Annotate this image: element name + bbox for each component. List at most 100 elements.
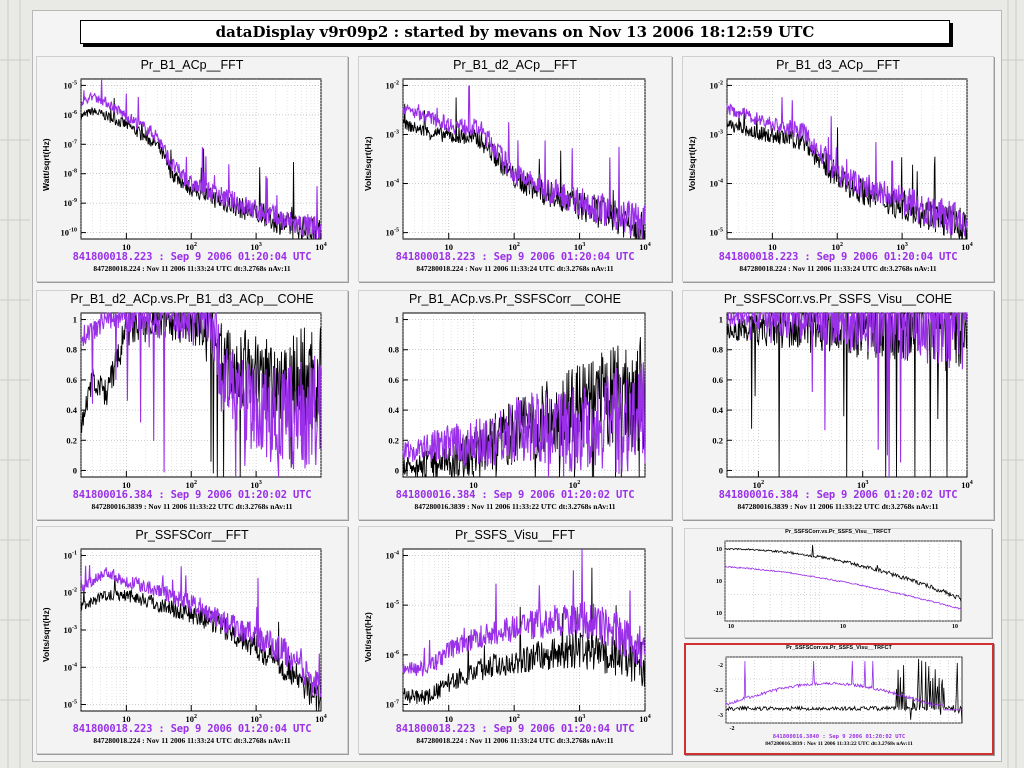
y-tick-label: 0.2 (66, 435, 77, 445)
x-tick-label: 104 (639, 714, 651, 724)
y-tick-label: 10-2 (386, 80, 400, 90)
legend-current: 841800018.223 : Sep 9 2006 01:20:04 UTC (395, 723, 635, 735)
y-tick-label: 10-10 (61, 228, 78, 238)
plot-panel-p7[interactable]: Pr_SSFSCorr__FFT 10-1 10-2 10-3 10-4 10-5 10 10… (36, 526, 348, 754)
x-tick-label: 103 (574, 714, 586, 724)
x-tick-label: 102 (753, 480, 765, 490)
plot-title: Pr_B1_ACp.vs.Pr_SSFSCorr__COHE (409, 292, 621, 306)
small-plot-title: Pr_SSFSCorr.vs.Pr_SSFS_Visu__TRFCT (785, 529, 891, 535)
x-tick-label: 104 (315, 714, 327, 724)
y-tick-label: 0.4 (388, 405, 399, 415)
legend-current: 841800016.384 : Sep 9 2006 01:20:02 UTC (72, 489, 312, 501)
y-tick-label: 10-4 (386, 550, 400, 560)
small-x-tick: 10 (728, 624, 734, 630)
plot-canvas: 1 0.8 0.6 0.4 0.2 0 10 102 103 (66, 310, 322, 490)
x-tick-label: 104 (315, 242, 327, 252)
small-legend-current: 841800016.3840 : Sep 9 2006 01:20:02 UTC (773, 734, 905, 740)
legend-reference: 847280018.224 : Nov 11 2006 11:33:24 UTC… (93, 264, 291, 273)
x-tick-label: 102 (831, 242, 843, 252)
legend-reference: 847280018.224 : Nov 11 2006 11:33:24 UTC… (416, 264, 614, 273)
legend-current: 841800018.223 : Sep 9 2006 01:20:04 UTC (718, 251, 958, 263)
small-series-current (724, 565, 962, 610)
plot-panel-p2[interactable]: Pr_B1_d2_ACp__FFT 10-2 10-3 10-4 10-5 10 102 10… (358, 56, 672, 282)
y-tick-label: 10-9 (64, 198, 78, 208)
y-tick-label: 10-5 (386, 228, 400, 238)
y-tick-label: 1 (395, 315, 399, 325)
y-tick-label: 10-4 (386, 179, 400, 189)
small-plot-canvas: -2 -2.5 -3 -2 841800016.3840 : Sep 9 2006 01… (714, 656, 963, 747)
small-y-tick: -3 (718, 713, 723, 719)
y-tick-label: 10-4 (710, 179, 724, 189)
y-tick-label: 10-6 (64, 110, 78, 120)
plot-panel-p3[interactable]: Pr_B1_d3_ACp__FFT 10-2 10-3 10-4 10-5 10 102 10… (682, 56, 994, 282)
x-tick-label: 102 (508, 714, 520, 724)
x-tick-label: 104 (639, 242, 651, 252)
plot-title: Pr_B1_ACp__FFT (140, 58, 244, 72)
plot-canvas: 10-5 10-6 10-7 10-8 10-9 10-10 10 102 103 104 (61, 78, 327, 252)
x-tick-label: 102 (185, 242, 197, 252)
plot-canvas: 10-2 10-3 10-4 10-5 10 102 103 104 (710, 78, 973, 252)
series-reference-line (80, 97, 322, 240)
plot-title: Pr_B1_d2_ACp__FFT (453, 58, 577, 72)
y-tick-label: 0.8 (388, 345, 399, 355)
series-current-line (726, 311, 967, 478)
x-tick-label: 102 (508, 242, 520, 252)
y-tick-label: 0.2 (712, 435, 723, 445)
y-tick-label: 0.4 (66, 405, 77, 415)
legend-reference: 847280016.3839 : Nov 11 2006 11:33:22 UT… (414, 502, 616, 511)
y-tick-label: 10-5 (386, 600, 400, 610)
series-current-line (80, 310, 322, 478)
x-tick-label: 104 (961, 242, 973, 252)
legend-reference: 847280018.224 : Nov 11 2006 11:33:24 UTC… (739, 264, 937, 273)
y-tick-label: 10-3 (64, 625, 78, 635)
small-plot-canvas: 10 10 10 10 10 10 (716, 540, 962, 630)
x-tick-label: 10 (768, 242, 777, 252)
plot-panel-p8[interactable]: Pr_SSFS_Visu__FFT 10-4 10-5 10-6 10-7 10 102 10… (358, 526, 672, 754)
y-tick-label: 0 (719, 465, 723, 475)
transfer-function-magnitude-panel[interactable]: Pr_SSFSCorr.vs.Pr_SSFS_Visu__TRFCT 10 10 10… (684, 528, 992, 638)
y-tick-label: 10-5 (710, 228, 724, 238)
small-plot-title: Pr_SSFSCorr.vs.Pr_SSFS_Visu__TRFCT (786, 645, 892, 651)
plot-canvas: 10-2 10-3 10-4 10-5 10 102 103 104 (386, 78, 651, 252)
legend-current: 841800018.223 : Sep 9 2006 01:20:04 UTC (395, 251, 635, 263)
y-tick-label: 10-6 (386, 650, 400, 660)
x-tick-label: 104 (961, 480, 973, 490)
y-tick-label: 0.2 (388, 435, 399, 445)
plot-panel-p1[interactable]: Pr_B1_ACp__FFT 10-5 10-6 10-7 10-8 10-9 10-10 1… (36, 56, 348, 282)
legend-current: 841800018.223 : Sep 9 2006 01:20:04 UTC (72, 723, 312, 735)
y-tick-label: 0 (395, 465, 399, 475)
x-tick-label: 103 (250, 714, 261, 724)
plot-panel-p5[interactable]: Pr_B1_ACp.vs.Pr_SSFSCorr__COHE 1 0.8 0.6 0.4… (358, 290, 672, 520)
series-current-line (402, 548, 646, 677)
plot-title: Pr_B1_d3_ACp__FFT (776, 58, 900, 72)
y-tick-label: 10-4 (64, 662, 78, 672)
x-tick-label: 10 (122, 480, 131, 490)
y-tick-label: 10-8 (64, 169, 78, 179)
plot-canvas: 10-4 10-5 10-6 10-7 10 102 103 104 (386, 548, 651, 724)
legend-reference: 847280016.3839 : Nov 11 2006 11:33:22 UT… (737, 502, 939, 511)
x-tick-label: 10 (122, 714, 131, 724)
small-x-tick: 10 (952, 624, 958, 630)
small-x-tick: -2 (730, 726, 735, 732)
transfer-function-phase-panel[interactable]: Pr_SSFSCorr.vs.Pr_SSFS_Visu__TRFCT -2 -2.5… (684, 643, 994, 755)
legend-current: 841800016.384 : Sep 9 2006 01:20:02 UTC (718, 489, 958, 501)
plot-canvas: 1 0.8 0.6 0.4 0.2 0 102 103 104 (712, 311, 973, 490)
y-axis-label: Watt/sqrt(Hz) (41, 138, 51, 191)
y-axis-label: Volt/sqrt(Hz) (363, 612, 373, 662)
plot-panel-p4[interactable]: Pr_B1_d2_ACp.vs.Pr_B1_d3_ACp__COHE 1 0.8 0.… (36, 290, 348, 520)
x-tick-label: 10 (122, 242, 131, 252)
small-x-tick: 10 (840, 624, 846, 630)
y-tick-label: 0.6 (66, 375, 77, 385)
plot-title: Pr_B1_d2_ACp.vs.Pr_B1_d3_ACp__COHE (70, 292, 314, 306)
y-tick-label: 10-7 (64, 139, 78, 149)
small-series-current (725, 660, 962, 711)
x-tick-label: 10 (444, 242, 453, 252)
x-tick-label: 103 (574, 242, 586, 252)
plot-title: Pr_SSFSCorr__FFT (135, 528, 249, 542)
y-tick-label: 0.6 (712, 375, 723, 385)
plot-panel-p6[interactable]: Pr_SSFSCorr.vs.Pr_SSFS_Visu__COHE 1 0.8 0.6… (682, 290, 994, 520)
y-tick-label: 1 (73, 315, 77, 325)
series-current-line (80, 78, 322, 240)
y-tick-label: 10-5 (64, 700, 78, 710)
